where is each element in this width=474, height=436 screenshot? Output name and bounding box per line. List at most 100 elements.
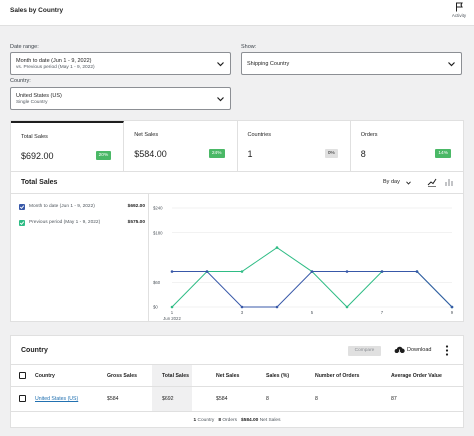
delta-badge: 24%	[208, 149, 225, 158]
cloud-download-icon	[394, 346, 405, 354]
page-title: Sales by Country	[10, 7, 64, 14]
legend-value: $575.00	[127, 220, 145, 225]
column-number-of-orders[interactable]: Number of Orders	[315, 373, 360, 379]
data-point	[240, 305, 244, 309]
table-summary: 1 Country 8 Orders $584.00 Net Sales	[11, 412, 463, 429]
summary-count-label: Country	[197, 418, 215, 423]
x-tick-label: 7	[381, 310, 384, 315]
data-point	[380, 270, 384, 273]
x-tick-label: 3	[241, 310, 244, 315]
country-label: Country:	[10, 78, 31, 84]
select-all-checkbox[interactable]	[19, 372, 26, 379]
x-tick-label: 1	[171, 310, 174, 315]
column-sales-percent[interactable]: Sales (%)	[266, 373, 290, 379]
y-tick-label: $0	[153, 305, 158, 310]
line-chart: $0 $60 $180 $240 1 3 5 7 9 Jun 2022	[153, 206, 454, 321]
data-point	[240, 270, 244, 273]
data-point	[170, 305, 174, 309]
summary-value: 8	[360, 149, 366, 159]
show-label: Show:	[241, 44, 257, 50]
x-tick-label: 5	[311, 310, 314, 315]
chevron-down-icon	[448, 61, 455, 66]
country-link[interactable]: United States (US)	[35, 396, 79, 402]
chevron-down-icon	[217, 61, 224, 66]
line-chart-icon[interactable]	[427, 177, 437, 187]
table-row: United States (US) $584 $692 $584 8 8 87	[11, 387, 463, 412]
summary-label: Total Sales	[21, 134, 48, 140]
summary-count: 1	[193, 418, 197, 423]
data-point	[205, 270, 209, 273]
data-point	[275, 246, 279, 249]
summary-orders-label: Orders	[222, 418, 237, 423]
table-column-headers: Country Gross Sales Total Sales Net Sale…	[11, 365, 463, 387]
y-tick-label: $240	[153, 206, 163, 211]
cell-total-sales: $692	[162, 396, 174, 402]
column-gross-sales[interactable]: Gross Sales	[107, 373, 137, 379]
show-value: Shipping Country	[247, 61, 290, 67]
summary-net: $584.00	[241, 418, 259, 423]
cell-number-of-orders: 8	[315, 396, 318, 402]
more-options-icon[interactable]	[445, 345, 449, 356]
row-checkbox[interactable]	[19, 395, 26, 402]
summary-value: 1	[247, 149, 253, 159]
data-point	[170, 270, 174, 273]
show-select[interactable]: Shipping Country	[241, 52, 462, 75]
cell-sales-percent: 8	[266, 396, 269, 402]
chevron-down-icon	[217, 96, 224, 101]
delta-badge: 14%	[435, 149, 451, 158]
compare-button[interactable]: Compare	[348, 346, 381, 356]
summary-label: Orders	[360, 132, 378, 138]
table-title: Country	[21, 347, 48, 354]
cell-net-sales: $584	[216, 396, 228, 402]
y-tick-label: $180	[153, 230, 163, 235]
data-point	[415, 270, 419, 273]
bar-chart-icon[interactable]	[444, 177, 454, 187]
column-total-sales[interactable]: Total Sales	[162, 373, 190, 379]
column-average-order-value[interactable]: Average Order Value	[391, 373, 442, 379]
column-net-sales[interactable]: Net Sales	[216, 373, 240, 379]
summary-numbers: Total Sales $692.00 20% Net Sales $584.0…	[10, 120, 464, 172]
legend-name: Month to date (Jun 1 - 9, 2022)	[29, 204, 95, 209]
date-range-label: Date range:	[10, 44, 39, 50]
data-point	[275, 305, 279, 309]
data-point	[450, 305, 454, 309]
country-select[interactable]: United States (US) Single Country	[10, 87, 231, 110]
checkbox-checked-icon	[19, 204, 25, 210]
legend-item-previous[interactable]: Previous period (May 1 - 9, 2022) $575.0…	[19, 219, 145, 229]
top-bar: Sales by Country Activity	[0, 0, 474, 26]
data-point	[345, 305, 349, 309]
chart-panel: Total Sales By day Month to date (Jun 1 …	[10, 172, 464, 322]
column-country[interactable]: Country	[35, 373, 55, 379]
checkbox-checked-icon	[19, 220, 25, 226]
data-point	[345, 270, 349, 273]
series-line	[172, 271, 453, 308]
legend-value: $692.00	[127, 204, 145, 209]
activity-label: Activity	[451, 13, 467, 18]
legend-name: Previous period (May 1 - 9, 2022)	[29, 220, 101, 225]
summary-card-orders[interactable]: Orders 8 14%	[351, 121, 463, 171]
cell-average-order-value: 87	[391, 396, 397, 402]
date-range-select[interactable]: Month to date (Jun 1 - 9, 2022) vs. Prev…	[10, 52, 231, 75]
interval-select[interactable]: By day	[383, 179, 400, 185]
summary-label: Countries	[247, 132, 272, 138]
chevron-down-icon	[406, 181, 411, 185]
summary-card-total-sales[interactable]: Total Sales $692.00 20%	[11, 121, 125, 171]
flag-icon	[455, 2, 463, 12]
country-value: United States (US)	[16, 93, 62, 99]
chart-legend: Month to date (Jun 1 - 9, 2022) $692.00 …	[11, 194, 149, 322]
table-header-bar: Country Compare Download	[11, 336, 463, 365]
activity-button[interactable]: Activity	[448, 2, 470, 18]
legend-item-current[interactable]: Month to date (Jun 1 - 9, 2022) $692.00	[19, 203, 145, 213]
summary-card-countries[interactable]: Countries 1 0%	[238, 121, 351, 171]
summary-value: $584.00	[134, 149, 167, 159]
summary-orders: 8	[218, 418, 221, 423]
chart-header: Total Sales By day	[11, 172, 463, 194]
data-point	[310, 270, 314, 273]
country-table-panel: Country Compare Download Country Gross S…	[10, 335, 464, 428]
date-range-value: Month to date (Jun 1 - 9, 2022)	[16, 58, 92, 64]
sorted-column-highlight	[152, 365, 192, 412]
date-range-compare: vs. Previous period (May 1 - 9, 2022)	[16, 65, 95, 70]
download-label: Download	[407, 347, 432, 353]
delta-badge: 20%	[95, 151, 112, 160]
summary-card-net-sales[interactable]: Net Sales $584.00 24%	[124, 121, 238, 171]
